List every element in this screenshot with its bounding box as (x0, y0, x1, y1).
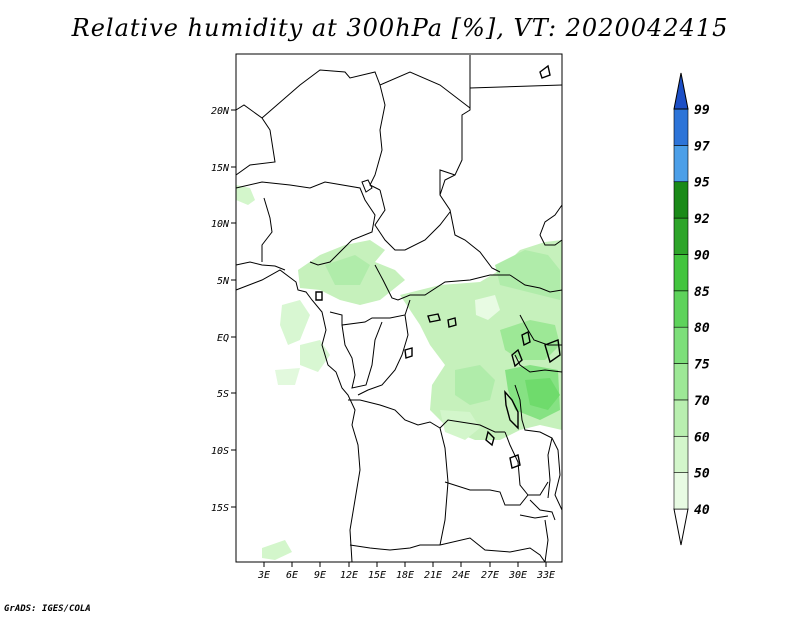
colorbar-label: 97 (694, 139, 710, 154)
colorbar-segment (673, 181, 689, 219)
colorbar-label: 50 (694, 467, 710, 482)
lat-label: 15N (211, 163, 230, 174)
colorbar-label: 60 (694, 430, 710, 445)
humidity-field (236, 185, 562, 560)
colorbar-segment (673, 326, 689, 364)
country-borders (235, 55, 563, 563)
lat-label: 15S (211, 503, 229, 514)
colorbar-segment (673, 435, 689, 473)
colorbar-bottom-arrow (673, 508, 689, 546)
colorbar-segment (673, 363, 689, 401)
lon-label: 15E (368, 570, 386, 581)
lon-axis: 3E 6E 9E 12E 15E 18E 21E 24E 27E 30E 33E (257, 562, 555, 581)
lon-label: 27E (481, 570, 499, 581)
lon-label: 33E (536, 570, 555, 581)
colorbar-top-arrow (673, 72, 689, 110)
lon-label: 21E (424, 570, 442, 581)
colorbar-label: 80 (694, 321, 710, 336)
colorbar-label: 85 (694, 285, 710, 300)
lat-label: 5N (217, 276, 230, 287)
colorbar-segment (673, 108, 689, 146)
colorbar-segment (673, 399, 689, 437)
colorbar-segment (673, 472, 689, 510)
credit-text: GrADS: IGES/COLA (4, 604, 91, 614)
colorbar-label: 95 (694, 176, 710, 191)
colorbar-segment (673, 290, 689, 328)
colorbar-segment (673, 254, 689, 292)
colorbar-segment (673, 145, 689, 183)
colorbar-label: 40 (694, 503, 710, 518)
lat-axis: 20N 15N 10N 5N EQ 5S 10S 15S (211, 106, 236, 514)
lat-label: EQ (217, 333, 229, 344)
colorbar: 40 50 60 70 75 80 85 90 92 95 97 99 (673, 72, 710, 546)
lat-label: 20N (211, 106, 230, 117)
lon-label: 6E (286, 570, 298, 581)
colorbar-label: 75 (694, 358, 710, 373)
lon-label: 18E (396, 570, 414, 581)
lat-label: 10S (211, 446, 229, 457)
colorbar-label: 92 (694, 212, 710, 227)
colorbar-segment (673, 217, 689, 255)
colorbar-label: 99 (694, 103, 710, 118)
lat-label: 5S (217, 389, 229, 400)
lon-label: 24E (452, 570, 470, 581)
map-frame (235, 53, 563, 563)
map-title: Relative humidity at 300hPa [%], VT: 202… (71, 14, 729, 42)
lon-label: 30E (508, 570, 527, 581)
lakes (315, 64, 561, 469)
colorbar-label: 90 (694, 248, 710, 263)
lon-label: 9E (314, 570, 326, 581)
lon-label: 12E (340, 570, 358, 581)
lon-label: 3E (257, 570, 270, 581)
lat-label: 10N (211, 219, 230, 230)
colorbar-label: 70 (694, 394, 710, 409)
